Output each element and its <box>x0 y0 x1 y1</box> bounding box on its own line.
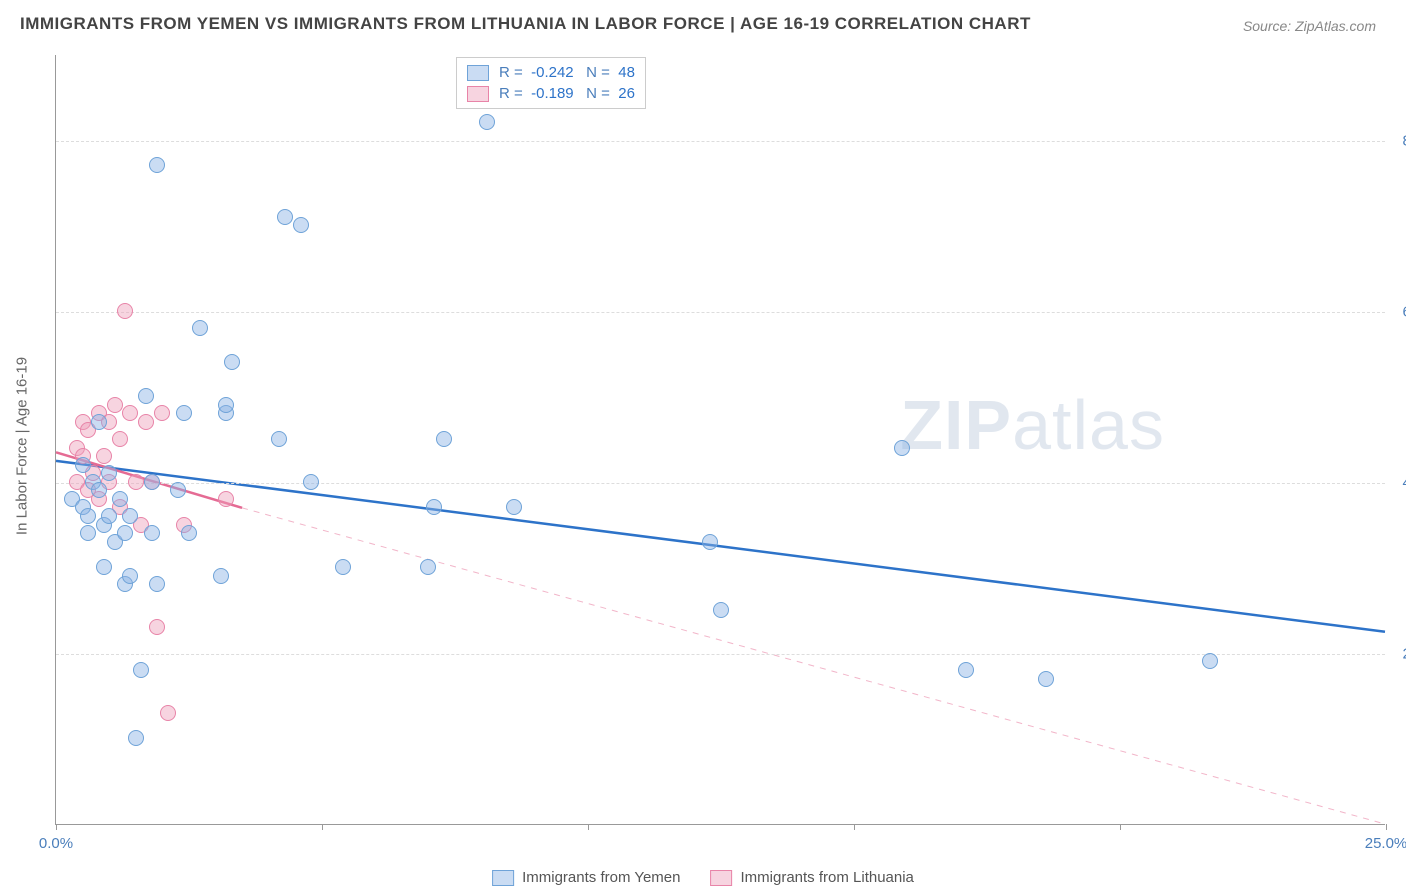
watermark: ZIPatlas <box>900 385 1165 465</box>
data-point <box>426 499 442 515</box>
data-point <box>170 482 186 498</box>
source-attribution: Source: ZipAtlas.com <box>1243 18 1376 34</box>
data-point <box>293 217 309 233</box>
data-point <box>335 559 351 575</box>
x-tick-mark <box>56 824 57 830</box>
data-point <box>149 157 165 173</box>
x-tick-label: 25.0% <box>1365 835 1406 852</box>
data-point <box>80 508 96 524</box>
y-tick-label: 40.0% <box>1390 474 1406 491</box>
series-legend: Immigrants from Yemen Immigrants from Li… <box>492 869 914 886</box>
legend-swatch <box>467 65 489 81</box>
legend-swatch <box>467 86 489 102</box>
watermark-rest: atlas <box>1012 386 1165 464</box>
data-point <box>122 405 138 421</box>
correlation-legend: R = -0.242 N = 48 R = -0.189 N = 26 <box>456 57 646 109</box>
legend-label-lithuania: Immigrants from Lithuania <box>741 869 914 886</box>
data-point <box>303 474 319 490</box>
data-point <box>213 568 229 584</box>
data-point <box>75 457 91 473</box>
plot-area: ZIPatlas R = -0.242 N = 48 R = -0.189 N =… <box>55 55 1385 825</box>
y-tick-label: 60.0% <box>1390 303 1406 320</box>
data-point <box>96 448 112 464</box>
data-point <box>149 619 165 635</box>
legend-stat-row: R = -0.189 N = 26 <box>467 83 635 104</box>
gridline <box>56 312 1385 313</box>
data-point <box>122 508 138 524</box>
data-point <box>117 303 133 319</box>
data-point <box>271 431 287 447</box>
data-point <box>506 499 522 515</box>
data-point <box>160 705 176 721</box>
y-tick-label: 20.0% <box>1390 645 1406 662</box>
data-point <box>154 405 170 421</box>
data-point <box>192 320 208 336</box>
data-point <box>112 491 128 507</box>
data-point <box>144 474 160 490</box>
x-tick-mark <box>854 824 855 830</box>
data-point <box>128 730 144 746</box>
data-point <box>117 525 133 541</box>
data-point <box>138 388 154 404</box>
data-point <box>277 209 293 225</box>
chart-title: IMMIGRANTS FROM YEMEN VS IMMIGRANTS FROM… <box>20 14 1031 34</box>
x-tick-mark <box>1386 824 1387 830</box>
data-point <box>91 482 107 498</box>
data-point <box>713 602 729 618</box>
data-point <box>128 474 144 490</box>
y-tick-label: 80.0% <box>1390 132 1406 149</box>
legend-stat-text: R = -0.189 N = 26 <box>499 85 635 102</box>
legend-swatch-yemen <box>492 870 514 886</box>
data-point <box>112 431 128 447</box>
trend-lines-svg <box>56 55 1385 824</box>
data-point <box>479 114 495 130</box>
x-tick-label: 0.0% <box>39 835 73 852</box>
data-point <box>101 465 117 481</box>
data-point <box>149 576 165 592</box>
data-point <box>702 534 718 550</box>
data-point <box>122 568 138 584</box>
data-point <box>107 397 123 413</box>
data-point <box>218 491 234 507</box>
data-point <box>144 525 160 541</box>
data-point <box>133 662 149 678</box>
data-point <box>138 414 154 430</box>
data-point <box>1038 671 1054 687</box>
data-point <box>218 397 234 413</box>
x-tick-mark <box>1120 824 1121 830</box>
legend-item-lithuania: Immigrants from Lithuania <box>711 869 914 886</box>
gridline <box>56 654 1385 655</box>
data-point <box>436 431 452 447</box>
gridline <box>56 483 1385 484</box>
data-point <box>894 440 910 456</box>
x-tick-mark <box>588 824 589 830</box>
legend-item-yemen: Immigrants from Yemen <box>492 869 680 886</box>
legend-label-yemen: Immigrants from Yemen <box>522 869 680 886</box>
data-point <box>224 354 240 370</box>
legend-stat-row: R = -0.242 N = 48 <box>467 62 635 83</box>
watermark-zip: ZIP <box>900 386 1012 464</box>
data-point <box>1202 653 1218 669</box>
legend-swatch-lithuania <box>711 870 733 886</box>
x-tick-mark <box>322 824 323 830</box>
data-point <box>181 525 197 541</box>
gridline <box>56 141 1385 142</box>
data-point <box>176 405 192 421</box>
data-point <box>420 559 436 575</box>
y-axis-label: In Labor Force | Age 16-19 <box>14 357 31 535</box>
data-point <box>96 559 112 575</box>
data-point <box>958 662 974 678</box>
data-point <box>101 508 117 524</box>
data-point <box>91 414 107 430</box>
data-point <box>80 525 96 541</box>
legend-stat-text: R = -0.242 N = 48 <box>499 64 635 81</box>
